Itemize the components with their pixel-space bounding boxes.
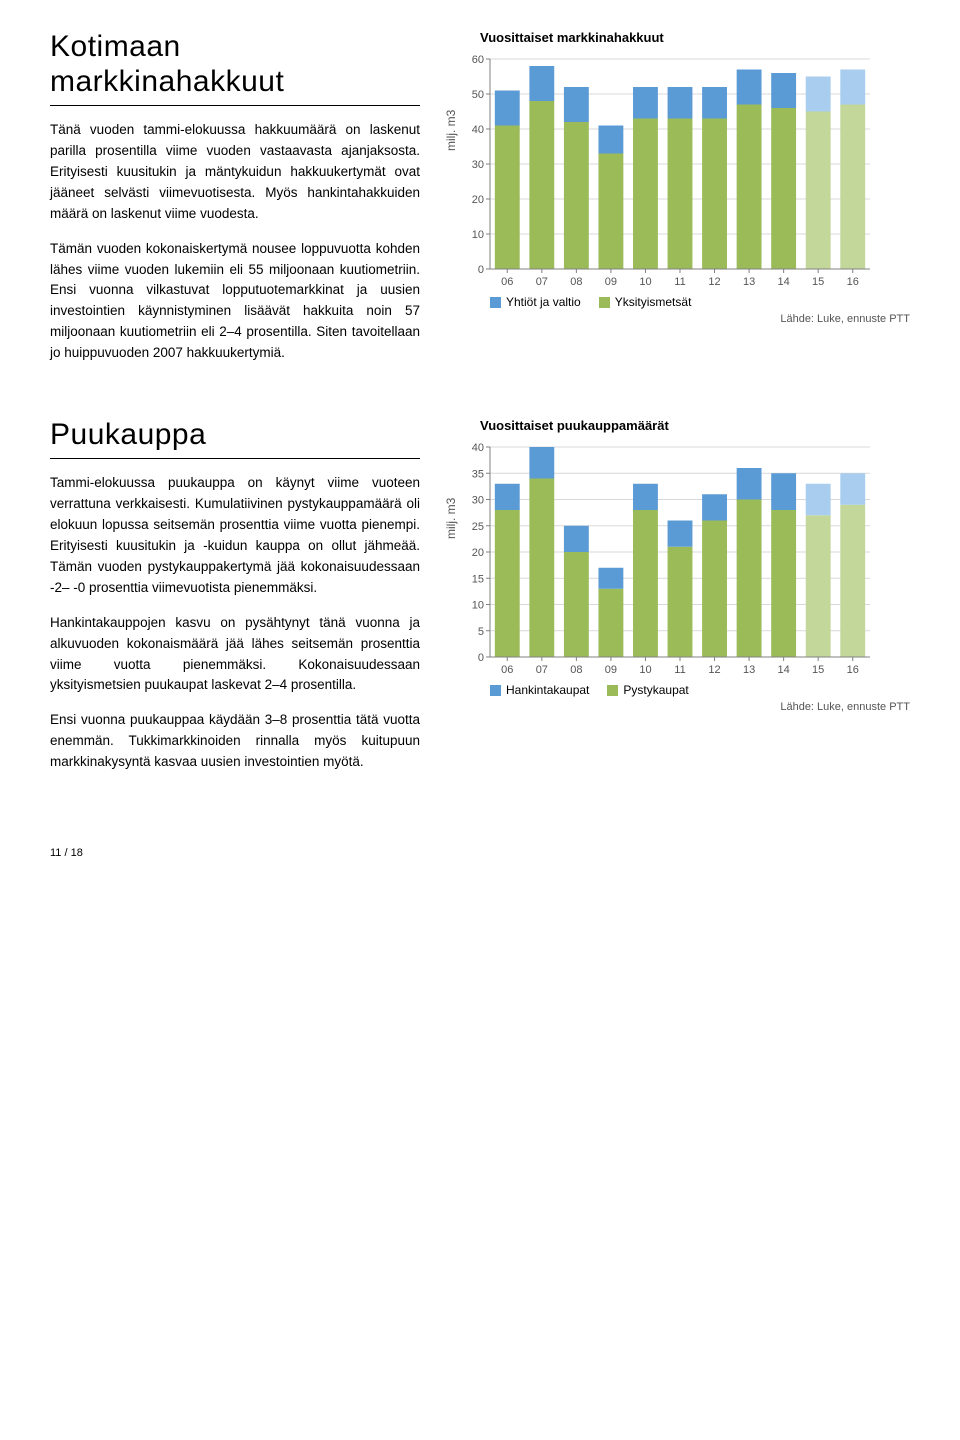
- legend-item: Hankintakaupat: [490, 683, 589, 697]
- heading-hakkuut: Kotimaan markkinahakkuut: [50, 30, 420, 99]
- svg-text:20: 20: [472, 547, 484, 559]
- svg-text:25: 25: [472, 521, 484, 533]
- svg-text:0: 0: [478, 652, 484, 664]
- heading-rule: [50, 105, 420, 106]
- page-number: 11 / 18: [50, 847, 910, 859]
- svg-text:06: 06: [501, 276, 513, 288]
- legend-label: Yksityismetsät: [615, 295, 692, 309]
- chart-column-1: Vuosittaiset markkinahakkuut milj. m3 01…: [450, 30, 910, 378]
- chart-puukauppa: 0 5 10 15 20 25 30 35 40 06 07 08 09 10 11 12 13 14 15 16: [450, 439, 880, 679]
- svg-text:15: 15: [812, 276, 824, 288]
- section-puukauppa: Puukauppa Tammi-elokuussa puukauppa on k…: [50, 418, 910, 787]
- legend-swatch: [490, 685, 501, 696]
- y-axis-label: milj. m3: [444, 110, 458, 151]
- chart-column-2: Vuosittaiset puukauppamäärät milj. m3 05…: [450, 418, 910, 787]
- page: Kotimaan markkinahakkuut Tänä vuoden tam…: [50, 30, 910, 787]
- svg-text:14: 14: [778, 664, 790, 676]
- text-column-1: Kotimaan markkinahakkuut Tänä vuoden tam…: [50, 30, 420, 378]
- legend-2: Hankintakaupat Pystykaupat: [450, 683, 910, 697]
- svg-text:10: 10: [639, 276, 651, 288]
- legend-item: Pystykaupat: [607, 683, 688, 697]
- legend-swatch: [607, 685, 618, 696]
- legend-label: Yhtiöt ja valtio: [506, 295, 581, 309]
- paragraph: Tänä vuoden tammi-elokuussa hakkuumäärä …: [50, 120, 420, 225]
- legend-swatch: [490, 297, 501, 308]
- chart-title: Vuosittaiset markkinahakkuut: [450, 30, 910, 45]
- svg-text:12: 12: [708, 664, 720, 676]
- legend-1: Yhtiöt ja valtio Yksityismetsät: [450, 295, 910, 309]
- svg-text:14: 14: [778, 276, 790, 288]
- legend-label: Hankintakaupat: [506, 683, 589, 697]
- svg-text:50: 50: [472, 89, 484, 101]
- paragraph: Hankintakauppojen kasvu on pysähtynyt tä…: [50, 613, 420, 697]
- svg-text:0: 0: [478, 264, 484, 276]
- svg-text:07: 07: [536, 276, 548, 288]
- svg-text:11: 11: [674, 276, 685, 288]
- svg-text:16: 16: [847, 276, 859, 288]
- chart-wrap-1: milj. m3 0102030405060060708091011121314…: [450, 51, 910, 291]
- chart-title: Vuosittaiset puukauppamäärät: [450, 418, 910, 433]
- chart-hakkuut: 0 10 20 30 40 50 60 06 07 08 09 10 11 12 13 14 15 16: [450, 51, 880, 291]
- svg-text:15: 15: [472, 573, 484, 585]
- svg-text:15: 15: [812, 664, 824, 676]
- paragraph: Tammi-elokuussa puukauppa on käynyt viim…: [50, 473, 420, 599]
- svg-text:20: 20: [472, 194, 484, 206]
- svg-text:40: 40: [472, 442, 484, 454]
- svg-text:07: 07: [536, 664, 548, 676]
- svg-text:09: 09: [605, 664, 617, 676]
- chart-source: Lähde: Luke, ennuste PTT: [450, 701, 910, 713]
- svg-text:30: 30: [472, 495, 484, 507]
- svg-text:35: 35: [472, 468, 484, 480]
- legend-item: Yksityismetsät: [599, 295, 692, 309]
- heading-puukauppa: Puukauppa: [50, 418, 420, 452]
- svg-text:13: 13: [743, 664, 755, 676]
- paragraph: Ensi vuonna puukauppaa käydään 3–8 prose…: [50, 710, 420, 773]
- legend-swatch: [599, 297, 610, 308]
- legend-label: Pystykaupat: [623, 683, 688, 697]
- svg-text:40: 40: [472, 124, 484, 136]
- svg-text:13: 13: [743, 276, 755, 288]
- section-hakkuut: Kotimaan markkinahakkuut Tänä vuoden tam…: [50, 30, 910, 378]
- svg-text:08: 08: [570, 276, 582, 288]
- svg-text:16: 16: [847, 664, 859, 676]
- svg-text:10: 10: [639, 664, 651, 676]
- svg-text:60: 60: [472, 54, 484, 66]
- svg-text:08: 08: [570, 664, 582, 676]
- text-column-2: Puukauppa Tammi-elokuussa puukauppa on k…: [50, 418, 420, 787]
- svg-text:10: 10: [472, 600, 484, 612]
- legend-item: Yhtiöt ja valtio: [490, 295, 581, 309]
- svg-text:30: 30: [472, 159, 484, 171]
- svg-text:11: 11: [674, 664, 685, 676]
- chart-wrap-2: milj. m3 0510152025303540060708091011121…: [450, 439, 910, 679]
- heading-rule: [50, 458, 420, 459]
- svg-text:06: 06: [501, 664, 513, 676]
- svg-text:10: 10: [472, 229, 484, 241]
- y-axis-label: milj. m3: [444, 498, 458, 539]
- svg-text:09: 09: [605, 276, 617, 288]
- chart-source: Lähde: Luke, ennuste PTT: [450, 313, 910, 325]
- paragraph: Tämän vuoden kokonaiskertymä nousee lopp…: [50, 239, 420, 365]
- svg-text:12: 12: [708, 276, 720, 288]
- svg-text:5: 5: [478, 626, 484, 638]
